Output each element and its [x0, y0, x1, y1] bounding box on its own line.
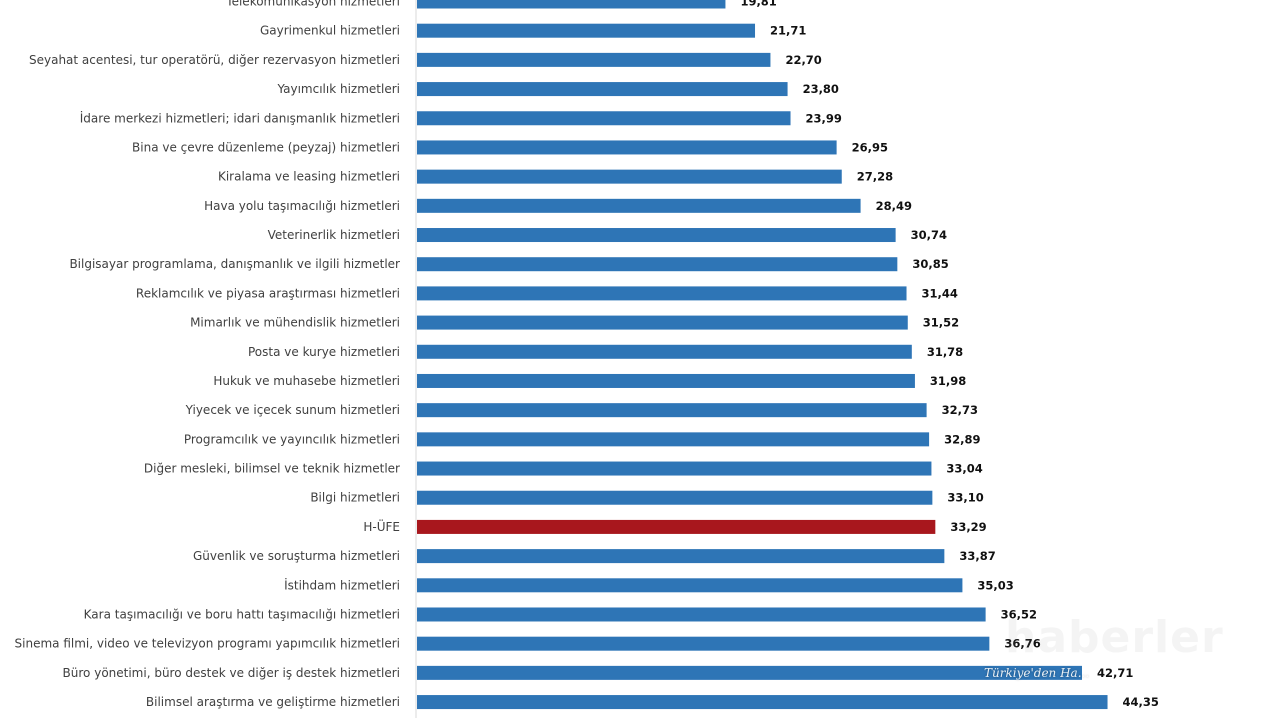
bar — [417, 228, 896, 243]
data-label: 31,98 — [930, 374, 966, 388]
bar — [417, 432, 930, 447]
bar — [417, 344, 912, 359]
category-label: Diğer mesleki, bilimsel ve teknik hizmet… — [144, 462, 400, 476]
bar — [417, 111, 791, 126]
data-label: 33,29 — [950, 520, 986, 534]
bar — [417, 490, 933, 505]
bar — [417, 519, 936, 534]
category-label: Kara taşımacılığı ve boru hattı taşımacı… — [84, 607, 400, 621]
category-label: Bina ve çevre düzenleme (peyzaj) hizmetl… — [132, 140, 400, 154]
category-label: Seyahat acentesi, tur operatörü, diğer r… — [29, 53, 400, 67]
bar — [417, 695, 1108, 710]
data-label: 32,89 — [944, 432, 980, 446]
data-label: 36,76 — [1004, 637, 1040, 651]
data-label: 26,95 — [852, 140, 888, 154]
category-label: H-ÜFE — [363, 518, 400, 534]
category-label: Kiralama ve leasing hizmetleri — [218, 170, 400, 184]
data-label: 31,78 — [927, 345, 963, 359]
category-label: Telekomünikasyon hizmetleri — [225, 0, 400, 9]
category-label: Hava yolu taşımacılığı hizmetleri — [204, 199, 400, 213]
category-label: Gayrimenkul hizmetleri — [260, 24, 400, 38]
category-label: Yiyecek ve içecek sunum hizmetleri — [185, 403, 400, 417]
bar — [417, 461, 932, 476]
category-label: Mimarlık ve mühendislik hizmetleri — [190, 316, 400, 330]
bar — [417, 140, 837, 155]
data-label: 22,70 — [785, 53, 821, 67]
bar — [417, 198, 861, 213]
data-label: 32,73 — [942, 403, 978, 417]
data-label: 31,52 — [923, 316, 959, 330]
data-label: 27,28 — [857, 170, 893, 184]
bar — [417, 169, 842, 184]
data-label: 42,71 — [1097, 666, 1133, 680]
category-label: Posta ve kurye hizmetleri — [248, 345, 400, 359]
data-label: 19,81 — [740, 0, 776, 9]
bar — [417, 82, 788, 97]
data-label: 33,04 — [946, 462, 982, 476]
bar — [417, 315, 908, 330]
bar — [417, 636, 990, 651]
category-label: Büro yönetimi, büro destek ve diğer iş d… — [63, 666, 400, 680]
category-label: Programcılık ve yayıncılık hizmetleri — [184, 432, 400, 446]
data-label: 33,10 — [947, 491, 983, 505]
data-label: 36,52 — [1001, 607, 1037, 621]
category-label: Bilgi hizmetleri — [310, 491, 400, 505]
data-label: 28,49 — [876, 199, 912, 213]
data-label: 31,44 — [922, 286, 958, 300]
bar — [417, 578, 963, 593]
category-label: Hukuk ve muhasebe hizmetleri — [213, 374, 400, 388]
category-label: Güvenlik ve soruşturma hizmetleri — [193, 549, 400, 563]
category-label: Veterinerlik hizmetleri — [268, 228, 400, 242]
data-label: 23,99 — [806, 111, 842, 125]
data-label: 44,35 — [1123, 695, 1159, 709]
bar — [417, 607, 986, 622]
bar — [417, 403, 927, 418]
category-label: Reklamcılık ve piyasa araştırması hizmet… — [136, 286, 400, 300]
data-label: 33,87 — [959, 549, 995, 563]
data-label: 30,74 — [911, 228, 947, 242]
data-label: 30,85 — [912, 257, 948, 271]
bar — [417, 373, 915, 388]
bar — [417, 665, 1082, 680]
category-label: Yayımcılık hizmetleri — [276, 82, 400, 96]
data-label: 35,03 — [977, 578, 1013, 592]
category-label: Bilimsel araştırma ve geliştirme hizmetl… — [146, 695, 400, 709]
bar — [417, 286, 907, 301]
category-label: Sinema filmi, video ve televizyon progra… — [15, 637, 400, 651]
data-label: 21,71 — [770, 24, 806, 38]
bar — [417, 0, 726, 9]
category-label: İdare merkezi hizmetleri; idari danışman… — [80, 110, 400, 125]
bar — [417, 23, 756, 38]
data-label: 23,80 — [803, 82, 839, 96]
category-label: İstihdam hizmetleri — [284, 577, 400, 592]
bar — [417, 257, 898, 272]
bar — [417, 549, 945, 564]
category-label: Bilgisayar programlama, danışmanlık ve i… — [69, 257, 400, 271]
bar — [417, 52, 771, 67]
